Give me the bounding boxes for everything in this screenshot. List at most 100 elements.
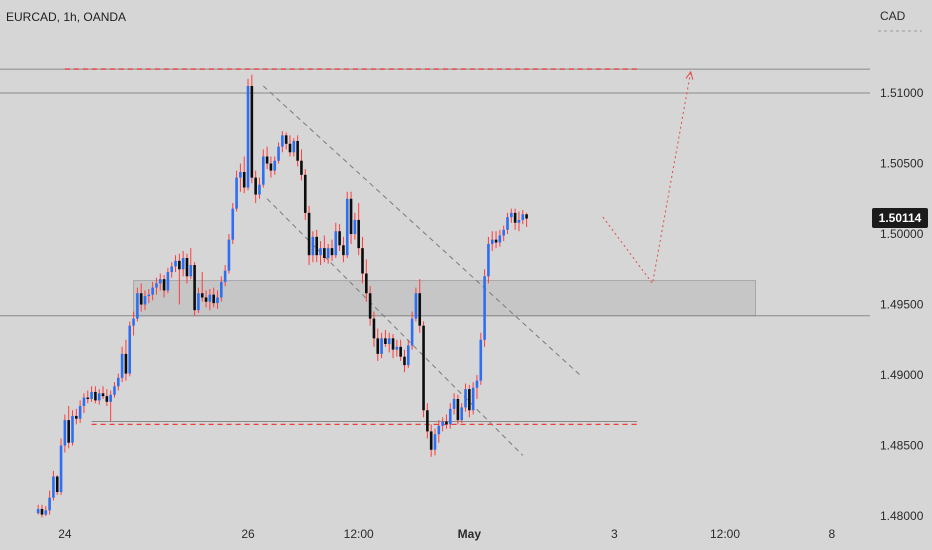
candle-body <box>181 258 185 270</box>
candle-body <box>384 338 387 344</box>
projection-arrowhead[interactable] <box>685 70 694 80</box>
bullish-candle <box>63 414 67 453</box>
candle-body <box>246 86 250 188</box>
bearish-candle <box>204 290 208 308</box>
time-tick-label: 3 <box>611 527 618 541</box>
bearish-candle <box>288 135 292 157</box>
bullish-candle <box>78 400 82 423</box>
candle-body <box>506 217 509 230</box>
supply-demand-zone[interactable] <box>133 280 757 317</box>
candle-body <box>197 293 200 311</box>
bullish-candle <box>380 332 383 359</box>
candle-body <box>52 476 55 498</box>
descending-channel[interactable] <box>262 85 581 456</box>
candle-body <box>170 266 174 273</box>
bullish-candle <box>471 382 475 415</box>
bullish-candle <box>235 170 238 212</box>
candle-body <box>311 236 315 256</box>
candle-body <box>284 135 288 144</box>
candle-body <box>75 415 78 419</box>
bearish-candle <box>105 389 109 407</box>
candle-body <box>387 338 391 344</box>
candle-body <box>422 325 425 411</box>
candle-body <box>303 174 307 213</box>
candle-body <box>82 397 86 407</box>
candle-body <box>258 184 261 195</box>
bearish-candle <box>200 272 204 302</box>
bearish-candle <box>426 403 429 439</box>
price-axis-background[interactable] <box>870 0 932 550</box>
candle-body <box>349 198 353 235</box>
candle-body <box>166 272 170 291</box>
time-tick-label: 26 <box>241 527 255 541</box>
candle-body <box>494 239 498 243</box>
candle-body <box>353 219 357 235</box>
bullish-candle <box>97 389 101 405</box>
price-tick-label: 1.48500 <box>880 439 924 453</box>
candle-body <box>468 389 471 411</box>
bullish-candle <box>246 78 250 191</box>
bullish-candle <box>334 222 338 258</box>
bullish-candle <box>197 287 200 313</box>
bearish-candle <box>445 414 448 429</box>
candle-body <box>261 156 265 185</box>
candle-body <box>342 245 345 256</box>
time-tick-label: May <box>458 527 482 541</box>
candle-body <box>120 353 124 378</box>
bullish-candle <box>326 243 330 264</box>
bullish-candle <box>48 490 51 515</box>
bullish-candle <box>479 332 483 385</box>
bearish-candle <box>399 339 402 361</box>
candle-body <box>151 287 154 295</box>
bullish-candle <box>136 287 139 322</box>
candle-body <box>162 279 166 291</box>
price-tick-label: 1.50000 <box>880 227 924 241</box>
candle-body <box>475 380 479 388</box>
bearish-candle <box>124 339 128 381</box>
bullish-candle <box>258 177 261 199</box>
candle-body <box>334 231 338 256</box>
symbol-title[interactable]: EURCAD, 1h, OANDA <box>6 10 126 24</box>
bullish-candle <box>166 267 170 294</box>
bullish-candle <box>448 403 452 429</box>
bearish-candle <box>193 262 196 316</box>
candle-body <box>368 293 372 319</box>
candle-body <box>113 386 116 395</box>
projection-path[interactable] <box>602 70 694 285</box>
bearish-candle <box>349 191 353 244</box>
bullish-candle <box>273 156 277 175</box>
bearish-candle <box>178 253 181 305</box>
bullish-candle <box>281 131 284 153</box>
bearish-candle <box>40 504 44 518</box>
candle-body <box>143 296 147 305</box>
bearish-candle <box>391 334 395 359</box>
candle-body <box>319 248 322 256</box>
bearish-candle <box>212 287 215 308</box>
candle-body <box>300 160 303 175</box>
candle-body <box>185 258 189 277</box>
bullish-candle <box>158 273 162 291</box>
candle-body <box>448 408 452 425</box>
candle-body <box>239 172 242 178</box>
candle-body <box>101 393 105 397</box>
bullish-candle <box>498 229 502 247</box>
candle-body <box>273 160 277 171</box>
candle-body <box>510 212 513 218</box>
bearish-candle <box>365 259 368 302</box>
candle-body <box>71 415 74 443</box>
bearish-candle <box>403 349 406 373</box>
candle-body <box>502 229 505 236</box>
bullish-candle <box>239 163 242 192</box>
candle-body <box>132 318 135 326</box>
support-resistance-levels[interactable] <box>64 68 638 426</box>
projection-line[interactable] <box>602 71 692 285</box>
candle-body <box>410 318 414 346</box>
candle-body <box>326 248 330 258</box>
candle-body <box>330 248 334 256</box>
bearish-candle <box>139 283 143 312</box>
bullish-candle <box>227 234 231 274</box>
candle-body <box>212 294 215 304</box>
channel-line[interactable] <box>266 198 524 456</box>
candle-body <box>365 273 368 294</box>
